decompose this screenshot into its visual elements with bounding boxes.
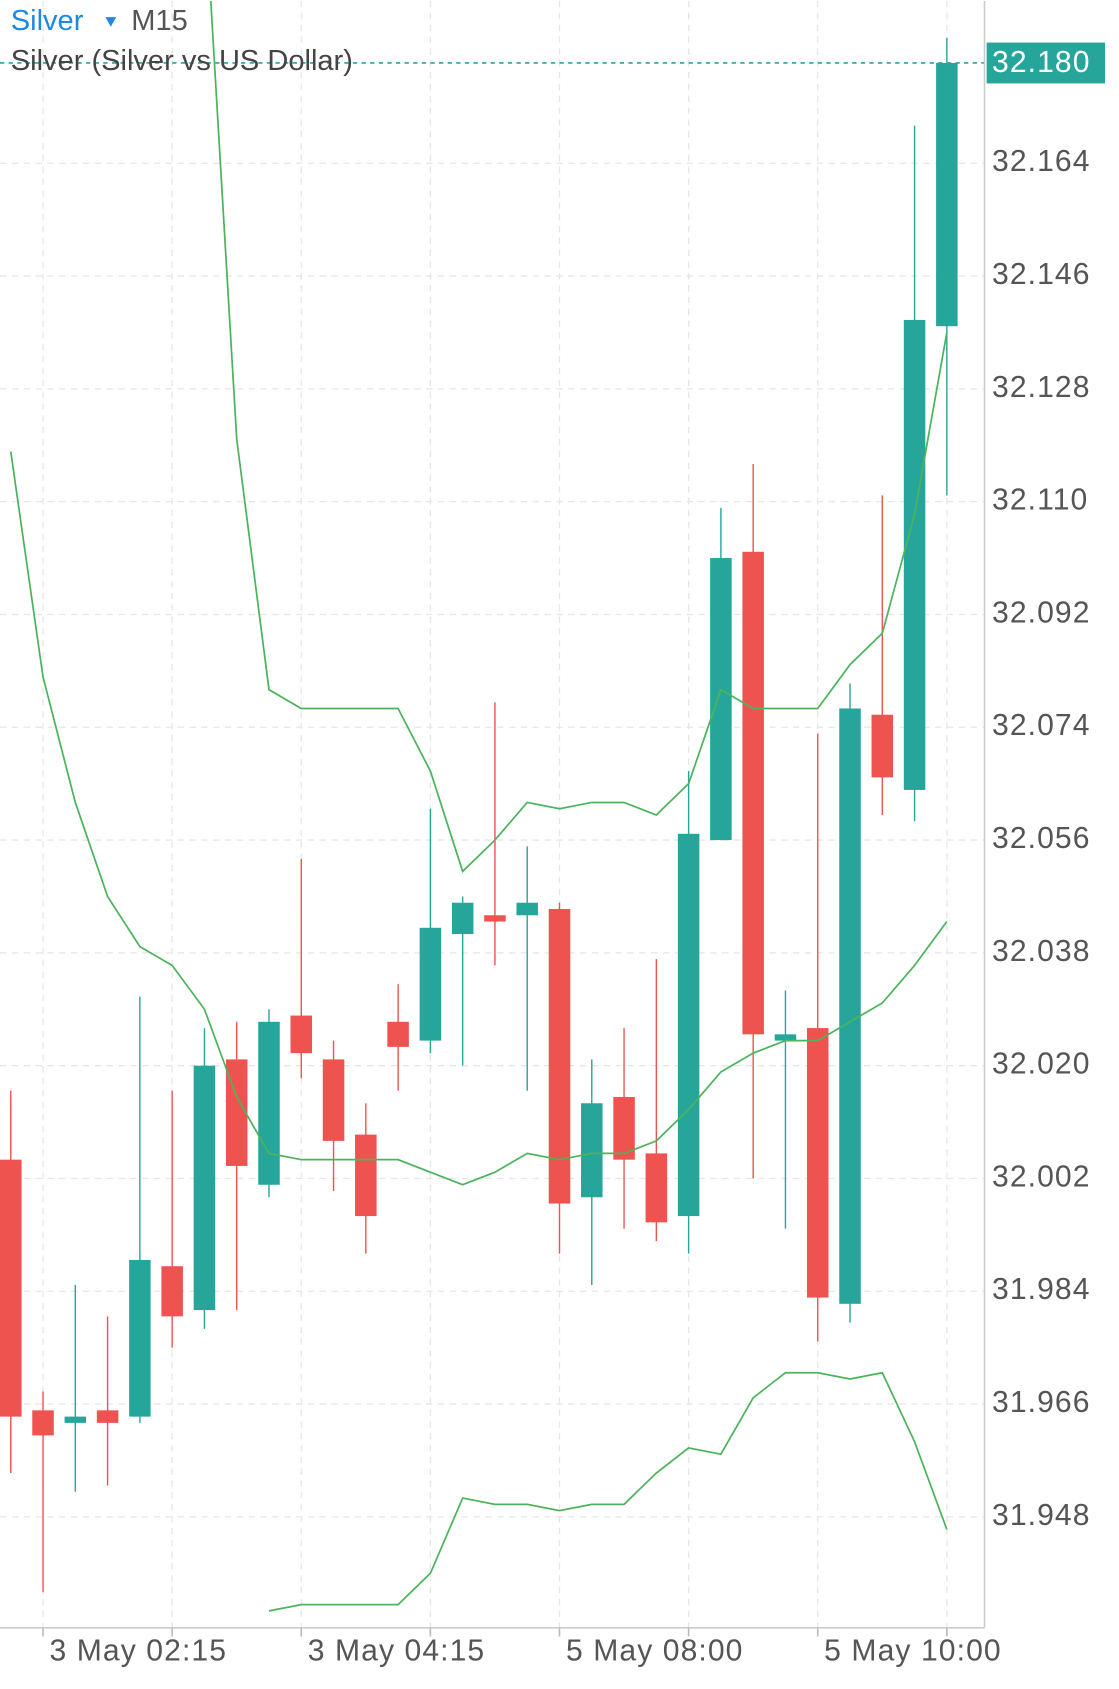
candle-body	[32, 1410, 54, 1436]
y-tick-label: 31.984	[992, 1273, 1091, 1306]
price-label-box	[986, 42, 1106, 84]
candle-body	[839, 708, 861, 1304]
x-tick-label: 5 May 10:00	[824, 1635, 1002, 1668]
candle-body	[774, 1034, 797, 1041]
subtitle: Silver (Silver vs US Dollar)	[11, 45, 353, 77]
candle-body	[193, 1065, 216, 1311]
x-tick-label: 3 May 04:15	[308, 1635, 486, 1668]
timeframe[interactable]: M15	[131, 5, 188, 37]
band-line	[9, 451, 948, 1186]
candle-body	[258, 1021, 280, 1185]
y-tick-label: 32.092	[992, 596, 1091, 629]
candle-body	[0, 1159, 22, 1417]
band-line	[268, 1371, 948, 1612]
candle-body	[548, 909, 571, 1204]
y-tick-label: 32.020	[992, 1048, 1091, 1081]
candle-body	[322, 1059, 345, 1141]
candle-body	[387, 1021, 409, 1047]
candle-body	[161, 1266, 183, 1317]
candle-body	[613, 1097, 635, 1160]
x-tick-label: 5 May 08:00	[566, 1635, 744, 1668]
candle-body	[936, 62, 958, 327]
y-tick-label: 32.146	[992, 258, 1091, 291]
candle-body	[710, 558, 732, 841]
y-tick-label: 32.038	[992, 935, 1091, 968]
symbol[interactable]: Silver	[11, 5, 84, 37]
y-tick-label: 32.164	[992, 145, 1091, 178]
y-tick-label: 32.128	[992, 371, 1091, 404]
x-tick-label: 3 May 02:15	[49, 1635, 227, 1668]
candle-body	[484, 915, 506, 922]
candle-body	[451, 902, 474, 935]
candle-body	[96, 1410, 119, 1423]
candle-body	[903, 319, 926, 790]
candle-body	[419, 927, 442, 1041]
candle-body	[64, 1416, 87, 1423]
candle-body	[581, 1103, 603, 1198]
candle-body	[516, 902, 538, 916]
candle-body	[290, 1015, 313, 1054]
candle-body	[645, 1153, 668, 1223]
candle-body	[129, 1259, 151, 1417]
band-line	[209, 0, 948, 873]
y-tick-label: 32.074	[992, 709, 1091, 742]
dropdown-arrow[interactable]	[105, 17, 117, 27]
candle-body	[225, 1059, 248, 1166]
y-tick-label: 31.966	[992, 1386, 1091, 1419]
candle-body	[677, 833, 700, 1217]
candle-body	[742, 551, 764, 1035]
price-label: 32.180	[992, 46, 1091, 79]
y-tick-label: 32.002	[992, 1160, 1091, 1193]
y-tick-label: 32.056	[992, 822, 1091, 855]
y-tick-label: 32.110	[992, 484, 1088, 517]
y-tick-label: 31.948	[992, 1499, 1091, 1532]
candle-body	[871, 714, 894, 778]
candle-body	[806, 1028, 829, 1298]
candle-body	[355, 1134, 377, 1217]
